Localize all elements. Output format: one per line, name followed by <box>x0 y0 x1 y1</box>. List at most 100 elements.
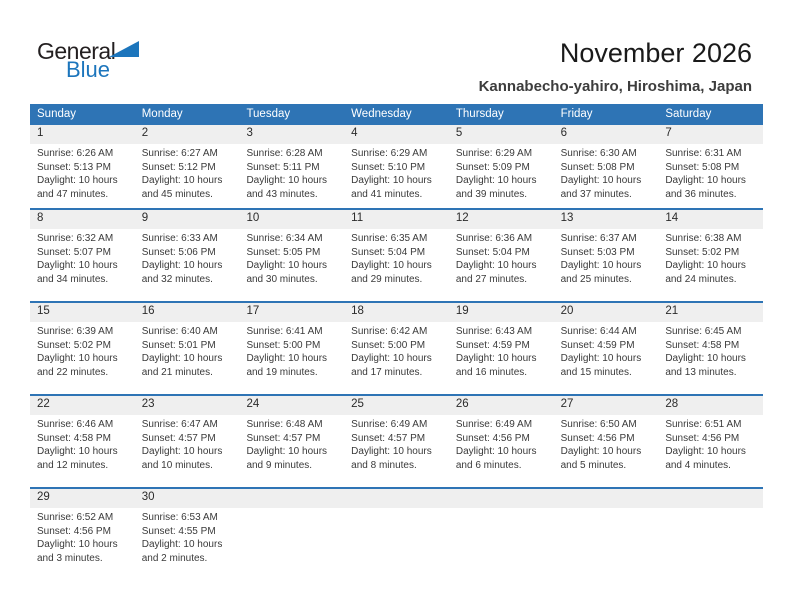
day-number-band: 22 23 24 25 26 27 28 <box>30 396 763 415</box>
day-cells-row: Sunrise: 6:46 AM Sunset: 4:58 PM Daylight:… <box>30 415 763 472</box>
day-cells-row: Sunrise: 6:32 AM Sunset: 5:07 PM Daylight:… <box>30 229 763 286</box>
sunrise-text: Sunrise: 6:28 AM <box>246 148 323 159</box>
sunset-text: Sunset: 5:05 PM <box>246 246 321 258</box>
daylight-text: Daylight: 10 hours and 15 minutes. <box>560 353 642 378</box>
day-number-empty <box>239 489 344 508</box>
day-cell-empty <box>554 508 659 565</box>
sunrise-text: Sunrise: 6:49 AM <box>455 419 533 430</box>
sunrise-text: Sunrise: 6:53 AM <box>141 512 218 523</box>
day-number-21: 21 <box>665 305 679 317</box>
day-number-18: 18 <box>351 305 364 317</box>
sunset-text: Sunset: 5:01 PM <box>141 339 216 351</box>
day-cell-11: Sunrise: 6:35 AM Sunset: 5:04 PM Daylight:… <box>344 229 449 286</box>
daylight-text: Daylight: 10 hours and 12 minutes. <box>37 446 118 471</box>
day-number-band: 8 9 10 11 12 13 14 <box>30 210 763 229</box>
sunset-text: Sunset: 5:13 PM <box>37 161 111 173</box>
day-cell-27: Sunrise: 6:50 AM Sunset: 4:56 PM Daylight:… <box>554 415 659 472</box>
sunset-text: Sunset: 5:12 PM <box>141 161 216 173</box>
sunset-text: Sunset: 5:00 PM <box>246 339 321 351</box>
week-row-5: 29 30 Sunrise: 6:52 AM Sunset: 4:56 PM Dayli… <box>30 487 763 580</box>
daylight-text: Daylight: 10 hours and 6 minutes. <box>455 446 537 471</box>
general-blue-logo: General Blue <box>37 40 140 82</box>
sunrise-text: Sunrise: 6:32 AM <box>37 233 114 244</box>
day-cell-14: Sunrise: 6:38 AM Sunset: 5:02 PM Daylight:… <box>658 229 763 286</box>
day-number-19: 19 <box>455 305 469 317</box>
day-cell-7: Sunrise: 6:31 AM Sunset: 5:08 PM Daylight:… <box>658 144 763 201</box>
sunrise-text: Sunrise: 6:34 AM <box>246 233 323 244</box>
logo-triangle-icon <box>109 41 140 57</box>
sunset-text: Sunset: 5:00 PM <box>351 339 426 351</box>
day-number-15: 15 <box>37 305 50 317</box>
day-cell-4: Sunrise: 6:29 AM Sunset: 5:10 PM Daylight:… <box>344 144 449 201</box>
sunset-text: Sunset: 4:56 PM <box>665 432 740 444</box>
day-cell-28: Sunrise: 6:51 AM Sunset: 4:56 PM Daylight:… <box>658 415 763 472</box>
day-cells-row: Sunrise: 6:39 AM Sunset: 5:02 PM Daylight:… <box>30 322 763 379</box>
day-number-3: 3 <box>246 127 253 139</box>
weekday-header-saturday: Saturday <box>665 108 712 120</box>
day-number-24: 24 <box>246 398 260 410</box>
daylight-text: Daylight: 10 hours and 5 minutes. <box>560 446 642 471</box>
day-cell-empty <box>658 508 763 565</box>
sunrise-text: Sunrise: 6:43 AM <box>455 326 533 337</box>
daylight-text: Daylight: 10 hours and 36 minutes. <box>665 175 746 200</box>
daylight-text: Daylight: 10 hours and 8 minutes. <box>351 446 432 471</box>
location-subtitle: Kannabecho-yahiro, Hiroshima, Japan <box>478 78 752 95</box>
daylight-text: Daylight: 10 hours and 29 minutes. <box>351 260 432 285</box>
sunrise-text: Sunrise: 6:41 AM <box>246 326 323 337</box>
day-number-8: 8 <box>37 212 44 224</box>
day-number-band: 1 2 3 4 5 6 7 <box>30 125 763 144</box>
day-number-band: 29 30 <box>30 489 763 508</box>
sunset-text: Sunset: 4:59 PM <box>560 339 635 351</box>
day-cell-17: Sunrise: 6:41 AM Sunset: 5:00 PM Daylight:… <box>239 322 344 379</box>
sunrise-text: Sunrise: 6:31 AM <box>665 148 742 159</box>
daylight-text: Daylight: 10 hours and 19 minutes. <box>246 353 328 378</box>
daylight-text: Daylight: 10 hours and 32 minutes. <box>141 260 223 285</box>
day-cell-13: Sunrise: 6:37 AM Sunset: 5:03 PM Daylight:… <box>554 229 659 286</box>
day-cell-empty <box>449 508 554 565</box>
sunset-text: Sunset: 5:06 PM <box>141 246 216 258</box>
day-number-empty <box>344 489 449 508</box>
day-number-16: 16 <box>141 305 155 317</box>
day-number-13: 13 <box>560 212 574 224</box>
sunrise-text: Sunrise: 6:50 AM <box>560 419 637 430</box>
sunrise-text: Sunrise: 6:30 AM <box>560 148 637 159</box>
logo-text-blue: Blue <box>66 57 111 82</box>
calendar-table: Sunday Monday Tuesday Wednesday Thursday Frid… <box>30 104 763 580</box>
daylight-text: Daylight: 10 hours and 37 minutes. <box>560 175 642 200</box>
sunset-text: Sunset: 4:58 PM <box>665 339 740 351</box>
daylight-text: Daylight: 10 hours and 13 minutes. <box>665 353 746 378</box>
sunrise-text: Sunrise: 6:33 AM <box>141 233 218 244</box>
sunset-text: Sunset: 4:58 PM <box>37 432 111 444</box>
day-number-11: 11 <box>351 212 364 224</box>
weekday-header-thursday: Thursday <box>455 108 504 120</box>
day-cell-19: Sunrise: 6:43 AM Sunset: 4:59 PM Daylight:… <box>449 322 554 379</box>
day-number-27: 27 <box>560 398 574 410</box>
sunset-text: Sunset: 4:57 PM <box>351 432 426 444</box>
day-number-empty <box>658 489 763 508</box>
weekday-header-wednesday: Wednesday <box>351 108 412 120</box>
day-number-10: 10 <box>246 212 260 224</box>
page-header: General Blue November 2026 Kannabecho-ya… <box>0 0 792 104</box>
day-cell-3: Sunrise: 6:28 AM Sunset: 5:11 PM Daylight:… <box>239 144 344 201</box>
day-number-2: 2 <box>141 127 149 139</box>
daylight-text: Daylight: 10 hours and 24 minutes. <box>665 260 746 285</box>
day-number-7: 7 <box>665 127 672 139</box>
day-cell-empty <box>344 508 449 565</box>
week-row-1: 1 2 3 4 5 6 7 Sunrise: 6:26 AM Sunset: 5:13 PM Da… <box>30 125 763 208</box>
day-number-9: 9 <box>141 212 149 224</box>
sunset-text: Sunset: 5:02 PM <box>37 339 111 351</box>
day-number-29: 29 <box>37 491 50 503</box>
sunset-text: Sunset: 5:07 PM <box>37 246 111 258</box>
daylight-text: Daylight: 10 hours and 27 minutes. <box>455 260 537 285</box>
daylight-text: Daylight: 10 hours and 2 minutes. <box>141 539 223 564</box>
daylight-text: Daylight: 10 hours and 47 minutes. <box>37 175 118 200</box>
daylight-text: Daylight: 10 hours and 25 minutes. <box>560 260 642 285</box>
day-number-empty <box>554 489 659 508</box>
day-number-30: 30 <box>141 491 155 503</box>
sunrise-text: Sunrise: 6:49 AM <box>351 419 428 430</box>
daylight-text: Daylight: 10 hours and 43 minutes. <box>246 175 328 200</box>
sunrise-text: Sunrise: 6:29 AM <box>455 148 533 159</box>
sunrise-text: Sunrise: 6:46 AM <box>37 419 114 430</box>
day-cell-18: Sunrise: 6:42 AM Sunset: 5:00 PM Daylight:… <box>344 322 449 379</box>
